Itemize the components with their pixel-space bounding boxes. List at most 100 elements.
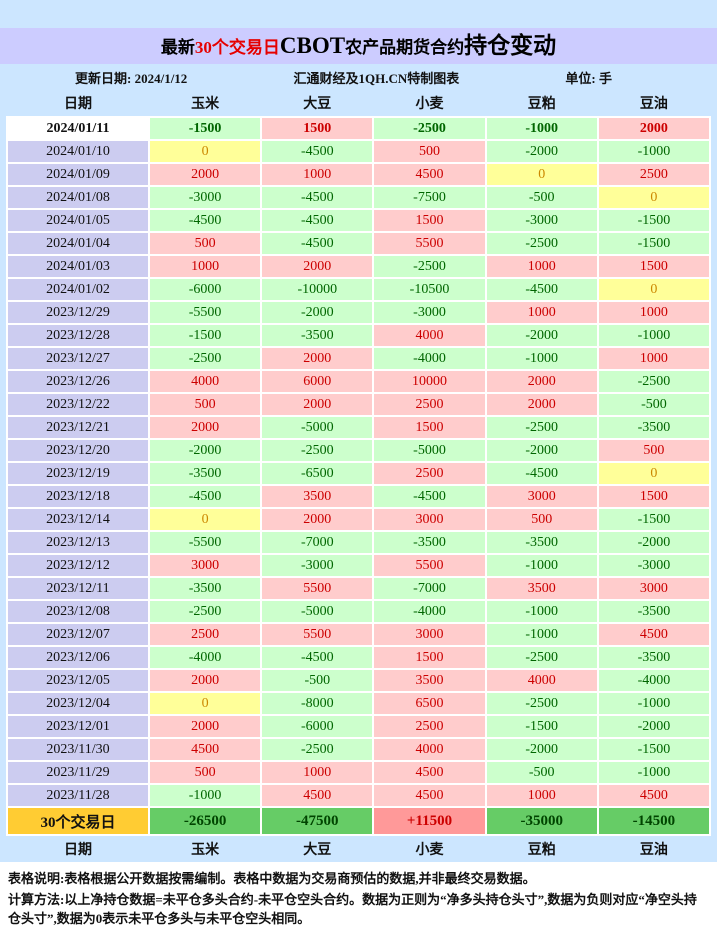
value-cell: 3000 [598, 578, 710, 599]
value-cell: 0 [150, 141, 261, 162]
value-cell: -2500 [486, 417, 597, 438]
value-cell: 1000 [486, 302, 597, 323]
table-header-top: 日期 玉米 大豆 小麦 豆粕 豆油 [6, 90, 711, 116]
value-cell: -2000 [486, 141, 597, 162]
note-text: 表格根据公开数据按需编制。表格中数据为交易商预估的数据,并非最终交易数据。 [64, 871, 536, 886]
value-cell: 500 [150, 394, 261, 415]
value-cell: 0 [486, 164, 597, 185]
table-row: 2023/12/14 0 2000 3000 500 -1500 [8, 509, 710, 530]
value-cell: -5000 [262, 417, 373, 438]
value-cell: 1500 [598, 256, 710, 277]
title-cbot: CBOT [279, 33, 346, 58]
value-cell: -2500 [374, 256, 485, 277]
summary-row: 30个交易日 -26500 -47500 +11500 -35000 -14500 [8, 808, 710, 834]
title-prefix: 最新 [160, 38, 195, 57]
table-row: 2023/12/19 -3500 -6500 2500 -4500 0 [8, 463, 710, 484]
date-cell: 2024/01/11 [8, 118, 148, 139]
value-cell: 500 [598, 440, 710, 461]
table-row: 2023/12/20 -2000 -2500 -5000 -2000 500 [8, 440, 710, 461]
date-cell: 2023/12/18 [8, 486, 148, 507]
column-header: 小麦 [415, 843, 444, 858]
value-cell: 500 [150, 233, 261, 254]
column-header: 豆油 [639, 97, 668, 112]
value-cell: -1500 [598, 509, 710, 530]
date-cell: 2023/12/27 [8, 348, 148, 369]
value-cell: -3000 [150, 187, 261, 208]
value-cell: 2000 [486, 371, 597, 392]
column-header: 玉米 [191, 97, 220, 112]
table-row: 2023/12/13 -5500 -7000 -3500 -3500 -2000 [8, 532, 710, 553]
value-cell: 2500 [374, 394, 485, 415]
value-cell: 5500 [262, 578, 373, 599]
summary-value: -35000 [486, 808, 597, 834]
value-cell: 3000 [486, 486, 597, 507]
date-cell: 2023/12/12 [8, 555, 148, 576]
value-cell: -1000 [486, 601, 597, 622]
date-cell: 2024/01/10 [8, 141, 148, 162]
date-cell: 2023/11/29 [8, 762, 148, 783]
value-cell: -3000 [598, 555, 710, 576]
value-cell: -2500 [262, 739, 373, 760]
summary-value: +11500 [374, 808, 485, 834]
value-cell: -10000 [262, 279, 373, 300]
value-cell: -1000 [598, 325, 710, 346]
date-cell: 2023/12/08 [8, 601, 148, 622]
value-cell: -2500 [486, 693, 597, 714]
table-row: 2023/11/29 500 1000 4500 -500 -1000 [8, 762, 710, 783]
value-cell: -1500 [598, 233, 710, 254]
table-row: 2023/12/11 -3500 5500 -7000 3500 3000 [8, 578, 710, 599]
value-cell: -7000 [374, 578, 485, 599]
value-cell: 4000 [374, 325, 485, 346]
value-cell: 3500 [262, 486, 373, 507]
value-cell: -1000 [598, 693, 710, 714]
table-row: 2023/12/27 -2500 2000 -4000 -1000 1000 [8, 348, 710, 369]
value-cell: -1000 [486, 348, 597, 369]
value-cell: -4500 [150, 486, 261, 507]
value-cell: 4500 [262, 785, 373, 806]
value-cell: -4000 [374, 348, 485, 369]
summary-value: -47500 [262, 808, 373, 834]
value-cell: 2000 [150, 716, 261, 737]
value-cell: 0 [598, 279, 710, 300]
value-cell: -2500 [150, 601, 261, 622]
value-cell: -6000 [150, 279, 261, 300]
value-cell: -2000 [486, 739, 597, 760]
column-header: 豆粕 [527, 843, 556, 858]
value-cell: -1000 [598, 141, 710, 162]
value-cell: -2000 [486, 325, 597, 346]
column-header: 小麦 [415, 97, 444, 112]
table-row: 2024/01/02 -6000 -10000 -10500 -4500 0 [8, 279, 710, 300]
table-row: 2023/11/30 4500 -2500 4000 -2000 -1500 [8, 739, 710, 760]
value-cell: 2000 [262, 348, 373, 369]
value-cell: 0 [150, 693, 261, 714]
value-cell: -3000 [262, 555, 373, 576]
value-cell: -4000 [374, 601, 485, 622]
value-cell: 5500 [262, 624, 373, 645]
title-suffix: 持仓变动 [464, 33, 557, 58]
value-cell: -5000 [374, 440, 485, 461]
value-cell: -2500 [598, 371, 710, 392]
value-cell: 0 [150, 509, 261, 530]
value-cell: 4000 [374, 739, 485, 760]
table-row: 2023/12/18 -4500 3500 -4500 3000 1500 [8, 486, 710, 507]
value-cell: 10000 [374, 371, 485, 392]
note-text: 以上净持仓数据=未平仓多头合约-未平仓空头合约。数据为正则为“净多头持仓头寸”,… [8, 891, 697, 927]
value-cell: 4500 [598, 624, 710, 645]
table-row: 2024/01/04 500 -4500 5500 -2500 -1500 [8, 233, 710, 254]
value-cell: 3000 [374, 509, 485, 530]
value-cell: 4500 [374, 762, 485, 783]
date-cell: 2023/12/11 [8, 578, 148, 599]
value-cell: 500 [374, 141, 485, 162]
value-cell: -1000 [150, 785, 261, 806]
value-cell: 2500 [374, 716, 485, 737]
date-cell: 2023/12/04 [8, 693, 148, 714]
value-cell: 2000 [150, 670, 261, 691]
date-cell: 2023/12/01 [8, 716, 148, 737]
value-cell: -500 [262, 670, 373, 691]
table-row: 2024/01/10 0 -4500 500 -2000 -1000 [8, 141, 710, 162]
value-cell: -2000 [486, 440, 597, 461]
value-cell: 1500 [262, 118, 373, 139]
summary-value: -14500 [598, 808, 710, 834]
value-cell: 2000 [150, 164, 261, 185]
